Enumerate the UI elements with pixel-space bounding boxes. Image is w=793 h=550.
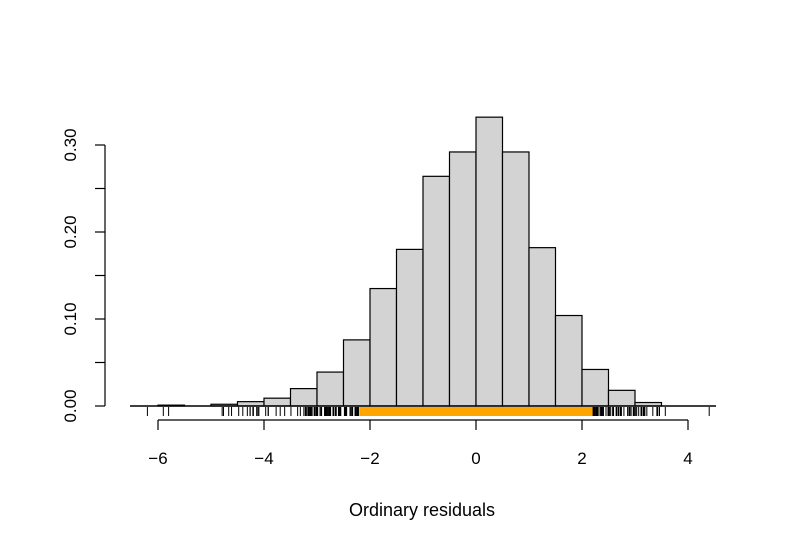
- rug-ticks: [146, 407, 710, 416]
- histogram-bar: [554, 314, 583, 407]
- histogram-bar: [342, 339, 371, 407]
- histogram-bar: [501, 151, 530, 407]
- x-tick-label: −4: [254, 449, 273, 468]
- y-axis: 0.00 0.10 0.20 0.30: [61, 128, 106, 423]
- rug-central-band: [359, 407, 593, 416]
- histogram-bar: [369, 287, 398, 407]
- x-tick-label: −2: [360, 449, 379, 468]
- histogram-bar: [581, 368, 610, 407]
- histogram-bar: [263, 397, 292, 407]
- x-tick-label: 0: [471, 449, 480, 468]
- y-tick-label: 0.10: [61, 302, 80, 335]
- x-axis: −6 −4 −2 0 2 4: [148, 419, 693, 468]
- x-axis-title: Ordinary residuals: [349, 500, 495, 520]
- y-tick-label: 0.20: [61, 215, 80, 248]
- x-tick-label: 2: [577, 449, 586, 468]
- histogram-bar: [395, 248, 424, 407]
- histogram-bar: [448, 151, 477, 407]
- histogram-bar: [528, 247, 557, 407]
- histogram-bar: [422, 175, 451, 407]
- histogram-bar: [607, 389, 636, 407]
- x-tick-label: 4: [683, 449, 692, 468]
- histogram-bar: [289, 388, 318, 407]
- histogram-bars: [157, 116, 663, 407]
- y-tick-label: 0.00: [61, 389, 80, 422]
- histogram-bar: [475, 116, 504, 407]
- x-tick-label: −6: [148, 449, 167, 468]
- y-tick-label: 0.30: [61, 128, 80, 161]
- histogram-bar: [316, 371, 345, 407]
